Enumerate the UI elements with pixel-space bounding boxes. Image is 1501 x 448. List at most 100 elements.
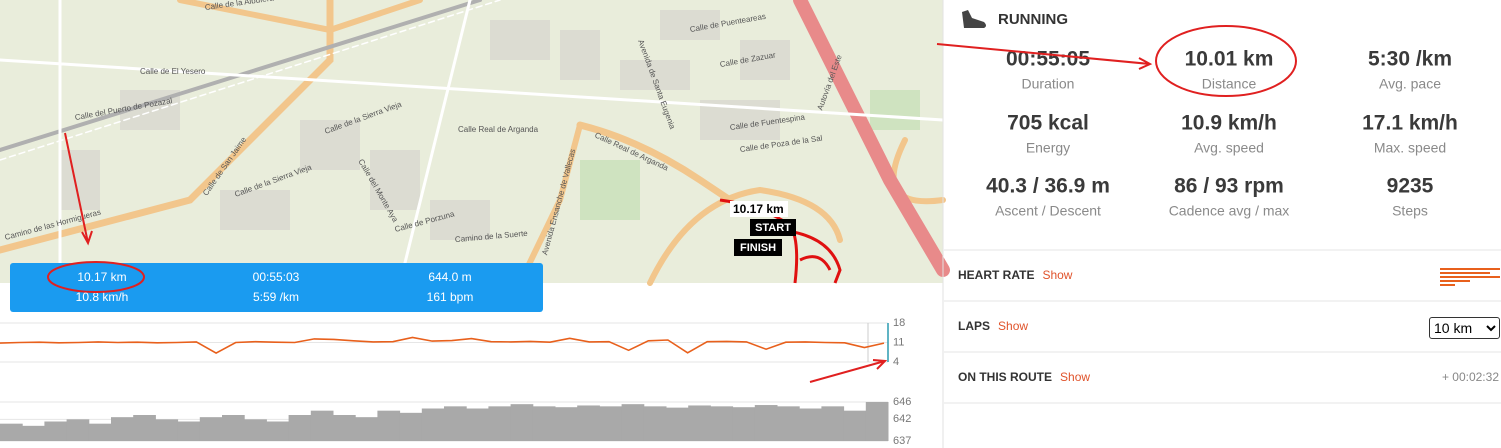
stat-value: 40.3 / 36.9 m xyxy=(986,175,1110,198)
distance-marker-bg xyxy=(730,201,788,217)
stat-label: Cadence avg / max xyxy=(1169,203,1290,219)
distance-marker: 10.17 km xyxy=(733,202,784,216)
section-extra: + 00:02:32 xyxy=(1442,370,1499,384)
stat-value: 10.01 km xyxy=(1185,48,1274,71)
y-tick-label: 4 xyxy=(893,356,899,368)
start-marker: START xyxy=(755,222,791,234)
hover-elevation: 644.0 m xyxy=(428,270,471,284)
elevation-bar xyxy=(421,408,445,441)
hover-box: 10.17 km 00:55:03 644.0 m 10.8 km/h 5:59… xyxy=(10,263,543,312)
section-link[interactable]: Show xyxy=(998,319,1028,333)
shoe-icon xyxy=(962,10,986,28)
y-tick-label: 18 xyxy=(893,317,905,329)
map[interactable]: Calle de la Albufera Calle de El Yesero … xyxy=(0,0,950,286)
elevation-bar xyxy=(133,415,156,441)
section-title: LAPS xyxy=(958,319,990,333)
elevation-bar xyxy=(688,405,711,441)
parks xyxy=(580,90,920,220)
stat-label: Avg. pace xyxy=(1379,76,1441,92)
stat-value: 86 / 93 rpm xyxy=(1174,175,1284,198)
y-tick-label: 637 xyxy=(893,435,911,447)
annotations xyxy=(47,25,1297,383)
map-label: Calle de El Yesero xyxy=(140,67,206,76)
speed-chart[interactable]: 4 11 18 xyxy=(0,317,905,368)
stat-value: 10.9 km/h xyxy=(1181,112,1277,135)
stat-label: Distance xyxy=(1202,76,1257,92)
elevation-bar xyxy=(310,410,334,441)
elevation-bar xyxy=(222,415,245,441)
elevation-bar xyxy=(111,417,134,441)
elevation-bar xyxy=(355,417,378,441)
stat-value: 9235 xyxy=(1387,175,1434,198)
roads xyxy=(0,0,950,286)
elevation-bar xyxy=(244,419,267,441)
elevation-bar xyxy=(0,423,23,441)
map-label: Calle Real de Arganda xyxy=(458,125,539,134)
elevation-bar xyxy=(288,415,312,441)
elevation-bar xyxy=(643,406,667,441)
elevation-bar xyxy=(666,407,689,441)
elevation-bar xyxy=(22,425,45,441)
stat-value: 17.1 km/h xyxy=(1362,112,1458,135)
hover-pace: 5:59 /km xyxy=(253,290,299,304)
elevation-bar xyxy=(266,421,290,441)
section-title: ON THIS ROUTE xyxy=(958,370,1052,384)
hover-speed: 10.8 km/h xyxy=(76,290,129,304)
stat-label: Steps xyxy=(1392,203,1428,219)
elevation-bar xyxy=(333,415,356,441)
stat-label: Duration xyxy=(1022,76,1075,92)
elevation-bar xyxy=(510,404,534,441)
y-tick-label: 642 xyxy=(893,413,911,425)
stat-label: Energy xyxy=(1026,140,1070,156)
elevation-bar xyxy=(555,407,578,441)
elevation-bar xyxy=(399,412,423,441)
finish-marker: FINISH xyxy=(740,242,776,254)
elevation-bar xyxy=(754,405,778,441)
elevation-bar xyxy=(44,421,68,441)
stat-label: Max. speed xyxy=(1374,140,1446,156)
stat-value: 705 kcal xyxy=(1007,112,1089,135)
elevation-bar xyxy=(444,406,467,441)
heart-rate-icon xyxy=(1440,268,1500,286)
section-link[interactable]: Show xyxy=(1042,268,1072,282)
elevation-bar xyxy=(466,408,489,441)
laps-select[interactable]: 10 km xyxy=(1429,317,1500,339)
hover-distance: 10.17 km xyxy=(77,270,126,284)
elevation-bar xyxy=(710,406,734,441)
elevation-chart[interactable]: 637 642 646 xyxy=(0,396,911,447)
elevation-bar xyxy=(532,406,556,441)
activity-type: RUNNING xyxy=(998,11,1068,28)
elevation-bar xyxy=(199,417,223,441)
elevation-bar xyxy=(88,423,112,441)
section-title: HEART RATE xyxy=(958,268,1034,282)
finish-marker-bg xyxy=(734,239,782,256)
section-link[interactable]: Show xyxy=(1060,370,1090,384)
elevation-bar xyxy=(66,419,90,441)
elevation-bar xyxy=(377,410,401,441)
y-tick-label: 646 xyxy=(893,396,911,408)
start-marker-bg xyxy=(750,219,796,236)
elevation-bar xyxy=(821,406,845,441)
hover-heart-rate: 161 bpm xyxy=(427,290,474,304)
y-tick-label: 11 xyxy=(893,336,904,348)
sections: HEART RATE Show LAPS Show ON THIS ROUTE Show +… xyxy=(944,249,1501,404)
stat-label: Ascent / Descent xyxy=(995,203,1101,219)
elevation-bar xyxy=(799,408,822,441)
elevation-bar xyxy=(577,405,600,441)
elevation-bar xyxy=(155,419,179,441)
elevation-bar xyxy=(843,410,867,441)
elevation-bar xyxy=(177,421,201,441)
elevation-bar xyxy=(732,407,756,441)
stat-value: 5:30 /km xyxy=(1368,48,1452,71)
elevation-bar xyxy=(599,406,623,441)
elevation-bar xyxy=(488,406,512,441)
elevation-bar xyxy=(777,406,800,441)
elevation-bar xyxy=(865,402,889,441)
speed-line xyxy=(0,336,885,355)
elevation-bar xyxy=(621,404,645,441)
hover-duration: 00:55:03 xyxy=(253,270,300,284)
